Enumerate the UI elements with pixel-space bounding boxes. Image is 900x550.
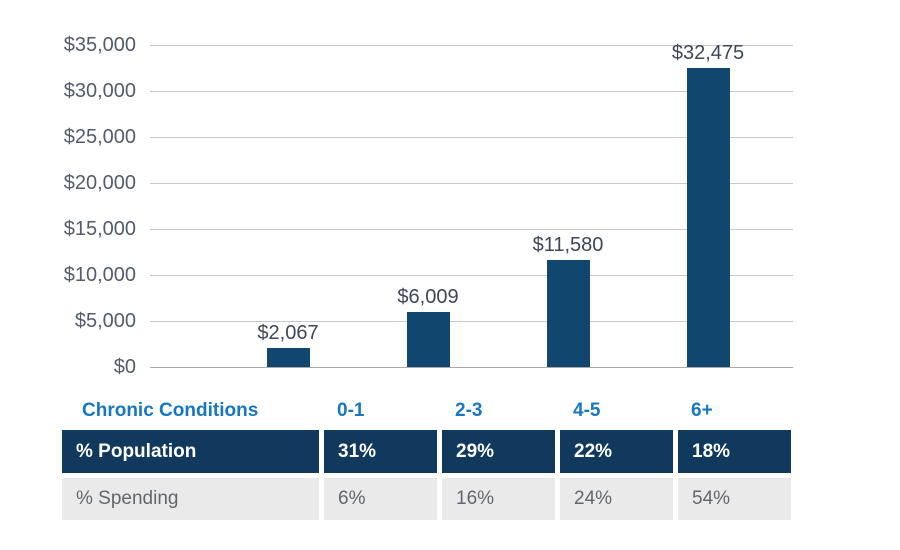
population-value: 31% [324, 430, 437, 473]
bar-value-label: $6,009 [397, 286, 459, 308]
y-tick-label: $15,000 [63, 218, 136, 240]
plot-area: $2,067 $6,009 $11,580 $32,475 [150, 42, 793, 368]
spending-value: 54% [678, 478, 791, 520]
population-value: 18% [678, 430, 791, 473]
bar-value-label: $11,580 [532, 234, 604, 256]
y-tick-label: $25,000 [63, 126, 136, 148]
gridline [150, 275, 793, 276]
column-header-2-3: 2-3 [455, 400, 483, 421]
population-value: 22% [560, 430, 673, 473]
column-header-0-1: 0-1 [337, 400, 365, 421]
gridline [150, 321, 793, 322]
spending-row-label: % Spending [62, 478, 319, 520]
bar-6+ [687, 68, 730, 367]
gridline [150, 45, 793, 46]
gridline [150, 91, 793, 92]
table-header-label: Chronic Conditions [82, 400, 259, 421]
spending-row: % Spending 6% 16% 24% 54% [62, 478, 791, 520]
y-tick-label: $30,000 [63, 80, 136, 102]
y-tick-label: $20,000 [63, 172, 136, 194]
y-tick-label: $0 [113, 356, 136, 378]
x-axis-line [150, 367, 793, 368]
bar-4-5 [547, 260, 590, 367]
spending-value: 16% [442, 478, 555, 520]
spending-value: 24% [560, 478, 673, 520]
y-tick-label: $5,000 [74, 310, 136, 332]
bar-value-label: $2,067 [257, 322, 319, 344]
bar-value-label: $32,475 [671, 42, 745, 64]
column-header-4-5: 4-5 [573, 400, 601, 421]
table-header-row: Chronic Conditions 0-1 2-3 4-5 6+ [62, 397, 791, 424]
column-header-6plus: 6+ [691, 400, 713, 421]
spending-value: 6% [324, 478, 437, 520]
population-row-label: % Population [62, 430, 319, 473]
y-tick-label: $35,000 [63, 34, 136, 56]
population-row: % Population 31% 29% 22% 18% [62, 430, 791, 473]
summary-table: Chronic Conditions 0-1 2-3 4-5 6+ % Popu… [62, 397, 791, 520]
bar-0-1 [267, 348, 310, 367]
bar-2-3 [407, 312, 450, 367]
gridline [150, 137, 793, 138]
gridline [150, 183, 793, 184]
gridline [150, 229, 793, 230]
population-value: 29% [442, 430, 555, 473]
y-tick-label: $10,000 [63, 264, 136, 286]
